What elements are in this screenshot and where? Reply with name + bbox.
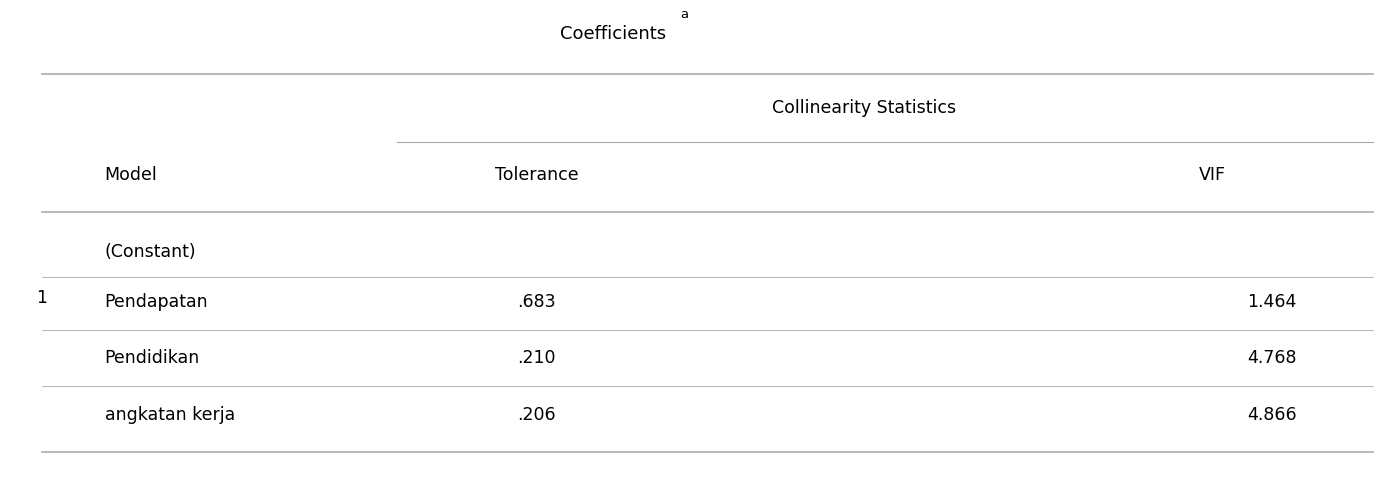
Text: 1: 1 xyxy=(36,288,47,307)
Text: Tolerance: Tolerance xyxy=(495,166,579,184)
Text: a: a xyxy=(680,8,689,21)
Text: VIF: VIF xyxy=(1199,166,1227,184)
Text: .210: .210 xyxy=(517,348,556,367)
Text: Model: Model xyxy=(105,166,158,184)
Text: Coefficients: Coefficients xyxy=(560,24,666,43)
Text: .683: .683 xyxy=(517,293,556,312)
Text: .206: .206 xyxy=(517,406,556,424)
Text: (Constant): (Constant) xyxy=(105,243,197,261)
Text: 4.768: 4.768 xyxy=(1246,348,1296,367)
Text: angkatan kerja: angkatan kerja xyxy=(105,406,234,424)
Text: Pendapatan: Pendapatan xyxy=(105,293,208,312)
Text: Pendidikan: Pendidikan xyxy=(105,348,199,367)
Text: 1.464: 1.464 xyxy=(1248,293,1296,312)
Text: Collinearity Statistics: Collinearity Statistics xyxy=(772,99,956,117)
Text: 4.866: 4.866 xyxy=(1246,406,1296,424)
